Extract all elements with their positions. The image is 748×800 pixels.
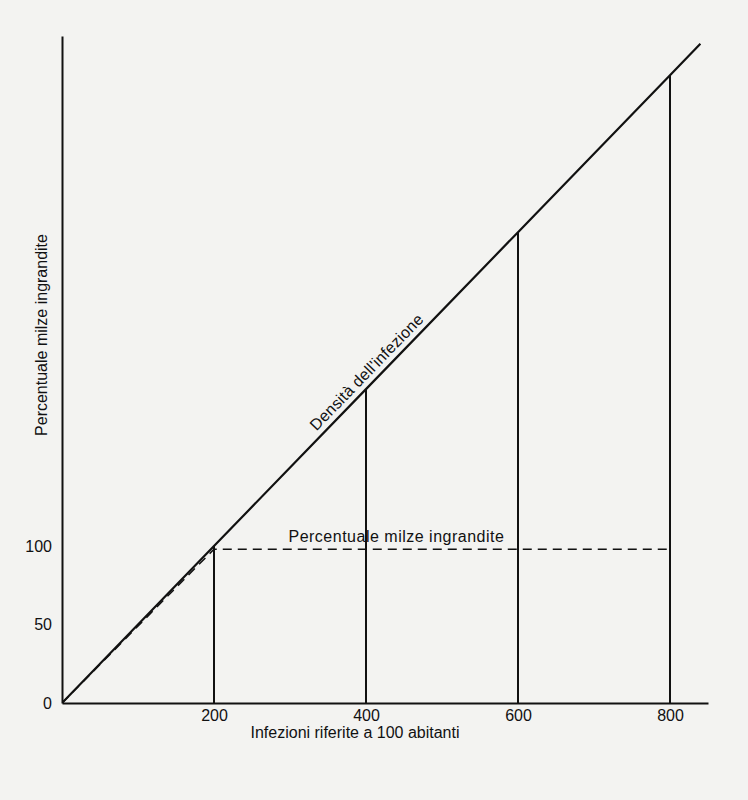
- series-label: Percentuale milze ingrandite: [288, 528, 504, 545]
- y-tick: 50: [34, 616, 62, 633]
- x-tick: 400: [353, 703, 380, 724]
- x-tick-label: 200: [201, 707, 228, 724]
- plot-area: [62, 44, 700, 703]
- series-line: [62, 44, 700, 703]
- y-tick-label: 50: [34, 616, 52, 633]
- x-axis: 200 400 600 800: [63, 703, 709, 724]
- x-tick: 800: [657, 703, 684, 724]
- y-tick: 0: [43, 695, 62, 712]
- x-axis-title: Infezioni riferite a 100 abitanti: [250, 724, 459, 741]
- drop-line: [517, 232, 519, 703]
- x-tick-label: 600: [505, 707, 532, 724]
- y-tick: 100: [25, 538, 62, 555]
- y-tick-label: 100: [25, 538, 52, 555]
- x-tick-label: 800: [657, 707, 684, 724]
- series-label: Densità dell'infezione: [306, 310, 426, 433]
- x-tick-label: 400: [353, 707, 380, 724]
- chart: 200 400 600 800 0 50 100 Infezioni riferite a 1…: [0, 0, 748, 800]
- y-axis: 0 50 100: [25, 37, 62, 712]
- y-tick-label: 0: [43, 695, 52, 712]
- x-tick: 600: [505, 703, 532, 724]
- y-axis-title: Percentuale milze ingrandite: [33, 234, 50, 436]
- x-tick: 200: [201, 703, 228, 724]
- drop-line: [213, 546, 215, 703]
- drop-line: [669, 75, 671, 703]
- drop-line: [365, 389, 367, 703]
- y-axis-line: [62, 37, 64, 704]
- x-axis-line: [63, 703, 709, 705]
